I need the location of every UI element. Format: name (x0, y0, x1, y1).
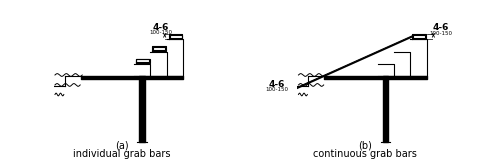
Text: continuous grab bars: continuous grab bars (313, 149, 417, 159)
Text: individual grab bars: individual grab bars (73, 149, 170, 159)
Text: (a): (a) (115, 141, 129, 151)
Text: 100-150: 100-150 (149, 31, 172, 35)
Text: 4-6: 4-6 (152, 23, 169, 32)
Text: 4-6: 4-6 (268, 80, 285, 89)
Text: 100-150: 100-150 (265, 87, 288, 92)
Text: 100-150: 100-150 (430, 31, 452, 36)
Text: (b): (b) (358, 141, 372, 151)
Text: 4-6: 4-6 (433, 24, 449, 32)
